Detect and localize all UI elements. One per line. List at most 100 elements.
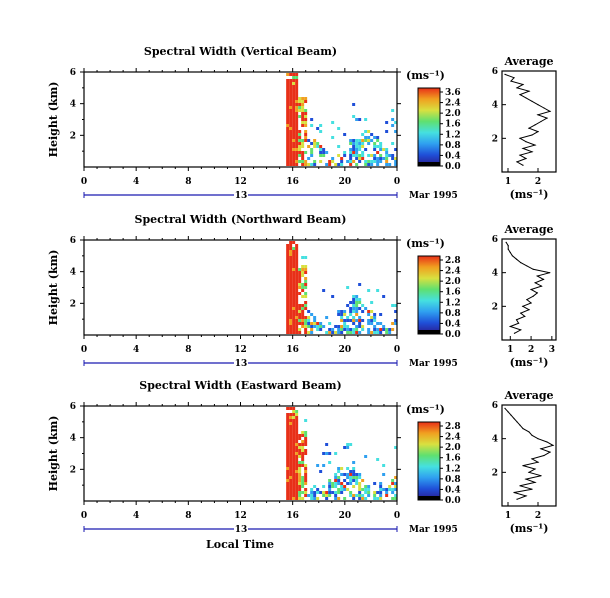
heatmap-cell (289, 79, 293, 82)
heatmap-cell (295, 253, 299, 256)
colorbar-tick-label: 1.2 (445, 298, 461, 308)
heatmap-cell (310, 497, 314, 500)
heatmap-cell (355, 313, 359, 316)
heatmap-cell (286, 307, 290, 310)
heatmap-cell (298, 479, 302, 482)
heatmap-cell (286, 265, 290, 268)
heatmap-cell (340, 163, 344, 166)
heatmap-cell (298, 304, 302, 307)
heatmap-cell (325, 316, 329, 319)
heatmap-cell (292, 76, 296, 79)
heatmap-cell (337, 310, 341, 313)
heatmap-cell (394, 160, 398, 163)
heatmap-cell (361, 497, 365, 500)
heatmap-cell (292, 148, 296, 151)
avg-profile-point (507, 245, 509, 247)
heatmap-cell (349, 151, 353, 154)
heatmap-cell (343, 479, 347, 482)
heatmap-cell (295, 479, 299, 482)
heatmap-cell (358, 142, 362, 145)
heatmap-cell (301, 464, 305, 467)
heatmap-cell (301, 286, 305, 289)
heatmap-cell (313, 163, 317, 166)
heatmap-cell (286, 157, 290, 160)
heatmap-cell (292, 425, 296, 428)
heatmap-cell (289, 289, 293, 292)
heatmap-cell (394, 157, 398, 160)
heatmap-cell (376, 145, 380, 148)
heatmap-cell (286, 79, 290, 82)
heatmap-cell (295, 313, 299, 316)
heatmap-cell (361, 494, 365, 497)
heatmap-cell (334, 479, 338, 482)
heatmap-cell (376, 136, 380, 139)
heatmap-cell (286, 467, 290, 470)
heatmap-cell (295, 431, 299, 434)
heatmap-cell (292, 121, 296, 124)
avg-profile-point (536, 292, 538, 294)
heatmap-cell (334, 497, 338, 500)
heatmap-cell (355, 154, 359, 157)
heatmap-cell (367, 310, 371, 313)
heatmap-cell (358, 491, 362, 494)
heatmap-cell (289, 449, 293, 452)
heatmap-cell (358, 307, 362, 310)
heatmap-cell (298, 470, 302, 473)
heatmap-cell (301, 271, 305, 274)
heatmap-cell (301, 455, 305, 458)
heatmap-cell (292, 163, 296, 166)
heatmap-cell (352, 328, 356, 331)
avg-profile-point (509, 251, 511, 254)
avg-profile-point (528, 90, 530, 92)
heatmap-cell (352, 476, 356, 479)
heatmap-cell (358, 476, 362, 479)
heatmap-cell (346, 443, 350, 446)
heatmap-cell (355, 301, 359, 304)
heatmap-cell (295, 160, 299, 163)
heatmap-cell (286, 322, 290, 325)
heatmap-cell (328, 163, 332, 166)
heatmap-cell (325, 151, 329, 154)
heatmap-cell (289, 85, 293, 88)
heatmap-cell (286, 298, 290, 301)
colorbar-tick-label: 2.8 (445, 256, 461, 266)
heatmap-cell (358, 494, 362, 497)
heatmap-cell (349, 313, 353, 316)
heatmap-cell (295, 250, 299, 253)
heatmap-cell (313, 494, 317, 497)
heatmap-cell (295, 440, 299, 443)
heatmap-cell (376, 289, 380, 292)
heatmap-cell (289, 428, 293, 431)
colorbar-fill (418, 422, 440, 500)
heatmap-cell (304, 479, 308, 482)
heatmap-cell (394, 494, 398, 497)
avg-profile-point (516, 421, 518, 423)
x-tick-label: 0 (81, 511, 87, 521)
avg-profile-point (536, 275, 538, 277)
heatmap-cell (295, 73, 299, 76)
heatmap-cell (316, 142, 320, 145)
heatmap-cell (391, 491, 395, 494)
heatmap-cell (352, 142, 356, 145)
heatmap-cell (286, 94, 290, 97)
heatmap-cell (292, 286, 296, 289)
y-tick-label: 2 (70, 131, 76, 141)
heatmap-cell (286, 497, 290, 500)
heatmap-cell (301, 139, 305, 142)
colorbar-tick-label: 1.2 (445, 464, 461, 474)
heatmap-cell (358, 322, 362, 325)
heatmap-cell (292, 419, 296, 422)
heatmap-cell (301, 163, 305, 166)
heatmap-cell (358, 157, 362, 160)
heatmap-cell (301, 160, 305, 163)
heatmap-cell (304, 124, 308, 127)
heatmap-cell (355, 482, 359, 485)
heatmap-cell (337, 476, 341, 479)
heatmap-cell (289, 488, 293, 491)
heatmap-cell (286, 319, 290, 322)
heatmap-cell (337, 145, 341, 148)
heatmap-cell (361, 479, 365, 482)
heatmap-cell (304, 130, 308, 133)
heatmap-cell (361, 145, 365, 148)
